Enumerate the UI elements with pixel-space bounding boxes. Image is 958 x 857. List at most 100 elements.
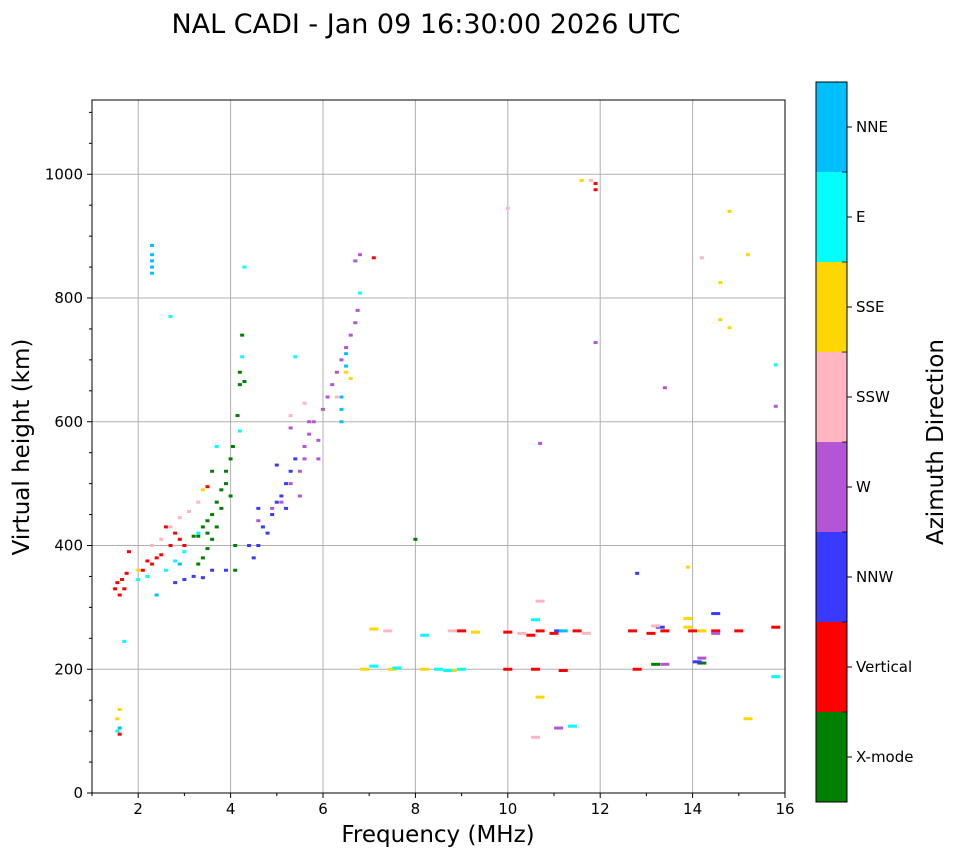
data-point-x-mode xyxy=(240,333,245,337)
data-point-e xyxy=(196,531,201,535)
x-tick-label: 12 xyxy=(591,800,610,818)
data-point-sse xyxy=(683,617,693,621)
data-point-x-mode xyxy=(233,544,238,547)
data-point-e xyxy=(182,550,187,554)
data-point-w xyxy=(297,469,302,473)
data-point-nne xyxy=(339,420,344,424)
data-point-x-mode xyxy=(214,525,219,529)
data-point-ssw xyxy=(505,206,510,210)
data-point-nnw xyxy=(279,494,284,498)
data-point-w xyxy=(316,457,321,461)
data-point-w xyxy=(270,506,275,510)
data-point-nnw xyxy=(270,513,275,517)
data-point-x-mode xyxy=(651,662,661,666)
data-point-x-mode xyxy=(196,534,201,538)
data-point-x-mode xyxy=(219,506,224,510)
y-tick-label: 1000 xyxy=(45,165,83,183)
data-point-e xyxy=(163,568,168,572)
data-point-w xyxy=(316,438,321,442)
data-point-sse xyxy=(348,376,353,380)
plot-frame xyxy=(91,99,786,794)
data-point-x-mode xyxy=(191,534,196,538)
data-point-x-mode xyxy=(205,519,210,523)
data-point-e xyxy=(567,724,577,728)
data-point-sse xyxy=(369,627,379,631)
data-point-e xyxy=(420,633,430,637)
data-point-ssw xyxy=(699,256,704,260)
data-point-e xyxy=(457,667,467,671)
data-point-vertical xyxy=(526,633,536,637)
colorbar: X-mode Vertical NNW W SSW SSE E NNE xyxy=(815,81,913,803)
data-point-x-mode xyxy=(230,445,235,448)
data-point-x-mode xyxy=(210,469,215,473)
data-point-e xyxy=(115,729,120,733)
data-point-nnw xyxy=(284,482,289,486)
data-point-e xyxy=(173,559,178,563)
x-axis-label: Frequency (MHz) xyxy=(341,822,534,848)
data-point-ssw xyxy=(168,525,173,529)
data-point-sse xyxy=(447,668,457,672)
data-point-x-mode xyxy=(223,469,228,473)
colorbar-segment-ssw xyxy=(816,352,847,442)
data-point-w xyxy=(660,662,670,666)
data-point-vertical xyxy=(182,544,187,547)
data-point-nne xyxy=(558,629,568,633)
data-point-sse xyxy=(718,318,723,322)
data-point-nne xyxy=(150,243,155,247)
data-point-sse xyxy=(697,629,707,633)
data-point-nne xyxy=(150,259,155,263)
x-tick-label: 4 xyxy=(226,800,236,818)
data-point-w xyxy=(711,631,721,635)
data-point-sse xyxy=(420,667,430,671)
data-point-ssw xyxy=(581,631,591,635)
data-point-sse xyxy=(746,253,751,257)
data-point-w xyxy=(311,420,316,424)
data-point-ssw xyxy=(535,599,545,603)
data-point-ssw xyxy=(651,624,661,628)
data-point-w xyxy=(554,726,564,730)
data-point-e xyxy=(531,618,541,622)
data-point-sse xyxy=(579,178,584,182)
data-point-vertical xyxy=(124,571,129,575)
y-axis-label: Virtual height (km) xyxy=(9,339,35,556)
data-point-nnw xyxy=(655,625,665,629)
y-tick-label: 800 xyxy=(54,289,83,307)
data-point-w xyxy=(593,341,598,345)
data-point-nnw xyxy=(247,544,252,547)
data-point-vertical xyxy=(117,732,122,736)
data-point-w xyxy=(353,259,358,263)
data-point-w xyxy=(344,346,349,349)
data-point-vertical xyxy=(122,587,127,591)
data-point-w xyxy=(325,395,330,399)
colorbar-segment-vertical xyxy=(816,622,847,712)
plot-area xyxy=(92,100,785,793)
data-point-vertical xyxy=(205,485,210,489)
colorbar-tick-label: SSW xyxy=(856,388,890,406)
data-point-x-mode xyxy=(235,414,240,418)
data-point-vertical xyxy=(632,667,642,671)
data-point-x-mode xyxy=(228,494,233,498)
data-point-vertical xyxy=(503,630,513,634)
data-point-nnw xyxy=(210,568,215,572)
data-point-ssw xyxy=(383,629,393,633)
colorbar-segment-sse xyxy=(816,262,847,352)
data-point-vertical xyxy=(113,587,118,591)
data-point-nnw xyxy=(173,581,178,585)
data-point-sse xyxy=(470,630,480,634)
data-point-x-mode xyxy=(196,562,201,566)
data-point-w xyxy=(353,321,358,325)
data-point-sse xyxy=(117,707,122,711)
data-point-nnw xyxy=(692,660,702,664)
data-point-e xyxy=(242,265,247,269)
data-point-e xyxy=(168,315,173,319)
data-point-nne xyxy=(150,271,155,275)
data-point-x-mode xyxy=(200,556,205,560)
x-tick-label: 16 xyxy=(775,800,794,818)
data-point-x-mode xyxy=(242,380,247,384)
colorbar-tick-label: NNE xyxy=(856,118,888,136)
data-point-nne xyxy=(177,562,182,566)
data-point-sse xyxy=(685,565,690,569)
data-point-nne xyxy=(154,593,159,597)
data-point-x-mode xyxy=(223,482,228,486)
data-point-x-mode xyxy=(200,525,205,529)
